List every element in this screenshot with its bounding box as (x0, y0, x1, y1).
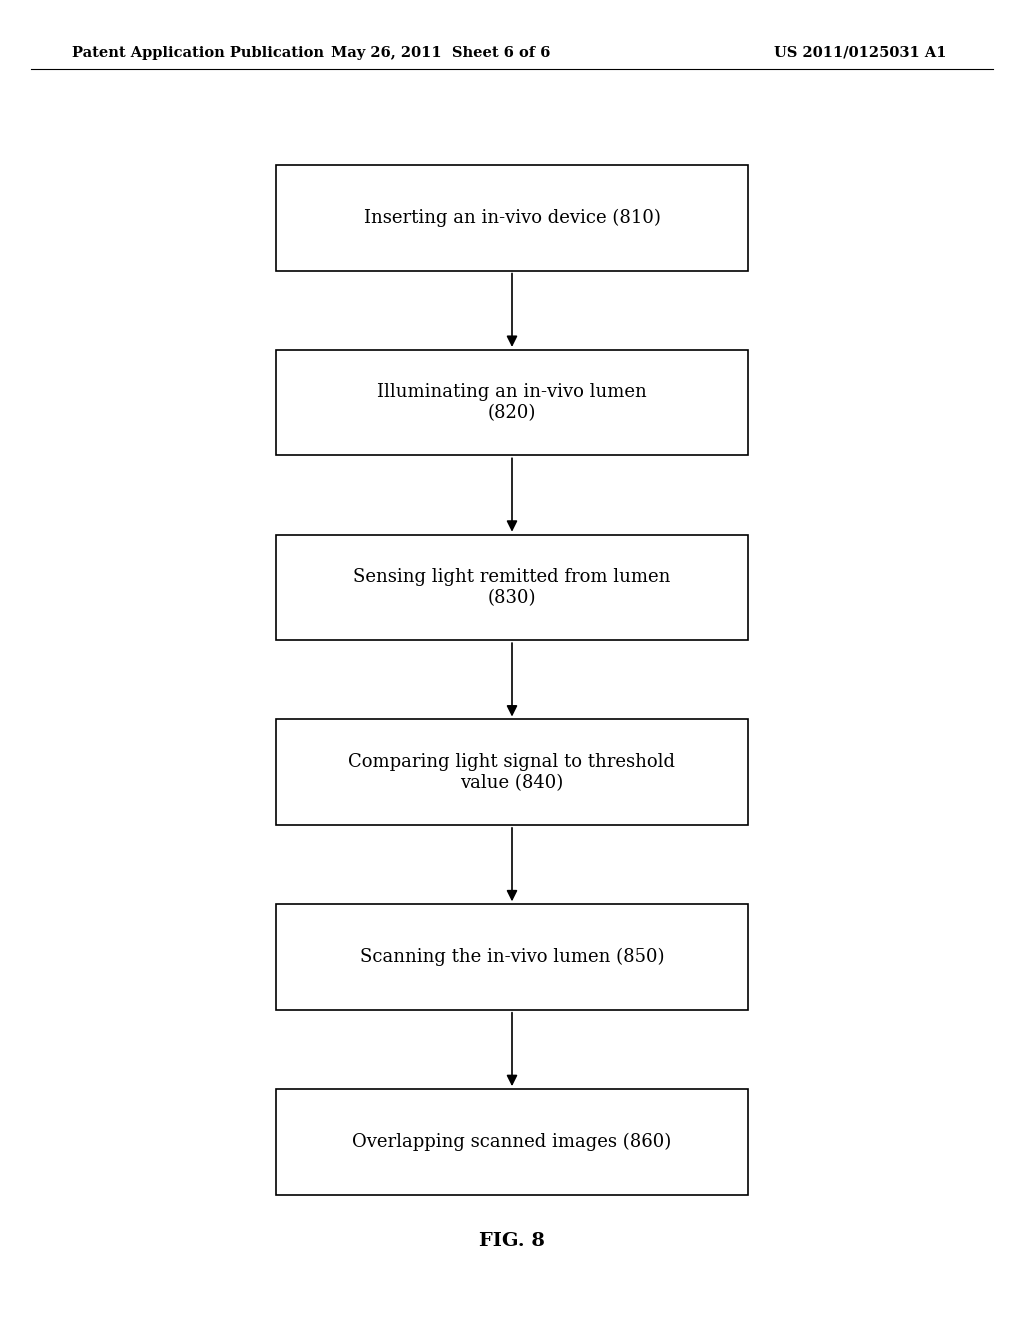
Text: May 26, 2011  Sheet 6 of 6: May 26, 2011 Sheet 6 of 6 (331, 46, 550, 59)
Text: FIG. 8: FIG. 8 (479, 1232, 545, 1250)
Text: Patent Application Publication: Patent Application Publication (72, 46, 324, 59)
Text: US 2011/0125031 A1: US 2011/0125031 A1 (774, 46, 946, 59)
Text: Scanning the in-vivo lumen (850): Scanning the in-vivo lumen (850) (359, 948, 665, 966)
FancyBboxPatch shape (276, 165, 748, 271)
Text: Illuminating an in-vivo lumen
(820): Illuminating an in-vivo lumen (820) (377, 383, 647, 422)
Text: Comparing light signal to threshold
value (840): Comparing light signal to threshold valu… (348, 752, 676, 792)
FancyBboxPatch shape (276, 535, 748, 640)
Text: Overlapping scanned images (860): Overlapping scanned images (860) (352, 1133, 672, 1151)
Text: Sensing light remitted from lumen
(830): Sensing light remitted from lumen (830) (353, 568, 671, 607)
FancyBboxPatch shape (276, 350, 748, 455)
FancyBboxPatch shape (276, 719, 748, 825)
Text: Inserting an in-vivo device (810): Inserting an in-vivo device (810) (364, 209, 660, 227)
FancyBboxPatch shape (276, 904, 748, 1010)
FancyBboxPatch shape (276, 1089, 748, 1195)
